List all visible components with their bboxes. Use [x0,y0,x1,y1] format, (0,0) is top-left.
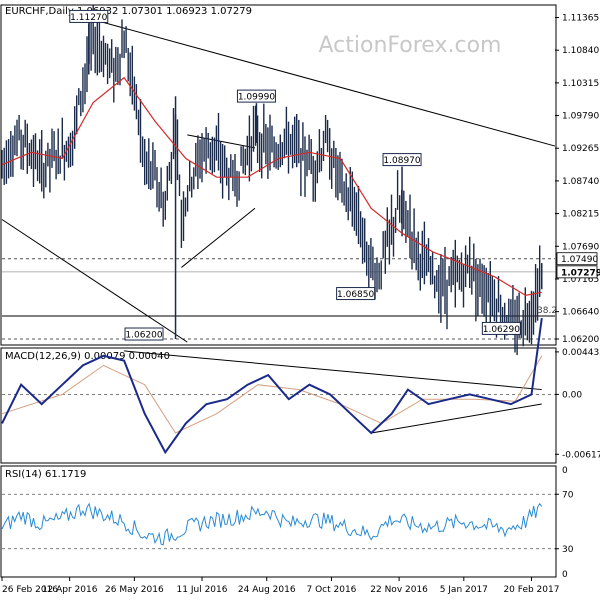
trendline [1,219,188,343]
current-price-label: 1.07279 [561,268,600,278]
current-price-badge: 1.07279 [556,265,600,279]
watermark: ActionForex.com [319,33,502,58]
x-tick-label: 20 Feb 2017 [503,585,559,595]
y-tick-label: 1.08215 [562,210,599,220]
chart-header: EURCHF,Daily 1.06932 1.07301 1.06923 1.0… [5,6,252,17]
rsi-tick-label: 70 [562,490,574,500]
rsi-layer [1,493,555,550]
moving-average-line [1,76,542,297]
x-tick-label: 11 Jul 2016 [177,585,228,595]
main-y-axis: 1.11365 1.10840 1.10315 1.09790 1.09265 1.087… [555,14,600,345]
macd-tick-label: 0.004435 [562,348,600,358]
resistance-badge-label: 1.07490 [561,255,598,265]
macd-tick-label: 0.00 [562,390,582,400]
fib-level-label: 38.2 [537,306,557,316]
y-tick-label: 1.10315 [562,79,599,89]
x-tick-label: 26 Feb 2016 [2,585,58,595]
rsi-label: RSI(14) 61.1719 [5,469,86,480]
annotation-label: 1.06200 [125,331,162,341]
annotation-label: 1.06850 [337,290,374,300]
price-annotation: 1.11270 [69,9,109,23]
price-annotation: 1.06200 [124,327,164,341]
price-annotation: 1.08970 [382,153,422,167]
annotation-label: 1.08970 [383,156,420,166]
price-annotation: 1.06290 [481,321,521,335]
trendline [181,207,256,268]
y-tick-label: 1.06640 [562,308,599,318]
x-tick-label: 26 May 2016 [105,585,164,595]
annotation-box [336,287,376,301]
main-layer: 1.11270 1.09990 1.08970 1.06850 1.06290 1.062… [1,5,557,356]
rsi-tick-label: 30 [562,545,574,555]
y-tick-label: 1.11365 [562,14,599,24]
y-tick-label: 1.10840 [562,46,599,56]
x-tick-label: 5 Jan 2017 [440,585,488,595]
annotation-label: 1.09990 [238,93,275,103]
x-tick-label: 12 Apr 2016 [42,585,98,595]
rsi-line [1,502,543,546]
annotation-label: 1.11270 [70,13,107,23]
rsi-y-axis: 70 30 0 0 [555,466,574,580]
y-tick-label: 1.09790 [562,112,599,122]
macd-y-axis: 0.004435 0.00 -0.00617 [555,348,600,460]
price-annotation: 1.06850 [336,287,376,301]
annotation-box [124,327,164,341]
price-bars [1,5,543,356]
annotation-box [481,321,521,335]
rsi-panel-frame [0,465,557,578]
macd-layer [1,317,555,455]
y-tick-label: 1.07690 [562,242,599,252]
trendline [88,17,556,147]
y-tick-label: 1.08740 [562,177,599,187]
x-tick-label: 22 Nov 2016 [370,585,428,595]
annotation-box [236,89,276,103]
macd-tick-label: -0.00617 [562,450,600,460]
macd-panel-frame [0,347,557,464]
y-tick-label: 1.09265 [562,144,599,154]
price-annotation: 1.09990 [236,89,276,103]
current-price-box [556,265,598,279]
macd-line [1,317,543,455]
macd-trendline [124,350,542,391]
rsi-bottom-label: 0 [562,570,568,580]
y-tick-label: 1.07165 [562,275,599,285]
resistance-badge: 1.07490 [556,252,598,266]
main-panel-frame [0,4,557,346]
x-tick-label: 24 Aug 2016 [238,585,296,595]
macd-label: MACD(12,26,9) 0.00079 0.00040 [5,351,170,362]
x-tick-label: 7 Oct 2016 [306,585,356,595]
resistance-badge-box [556,252,598,266]
annotation-box [69,9,109,23]
macd-trendline [371,403,542,434]
annotation-box [382,153,422,167]
annotation-label: 1.06290 [483,325,520,335]
y-tick-label: 1.06200 [562,335,599,345]
rsi-top-label: 0 [562,466,568,476]
